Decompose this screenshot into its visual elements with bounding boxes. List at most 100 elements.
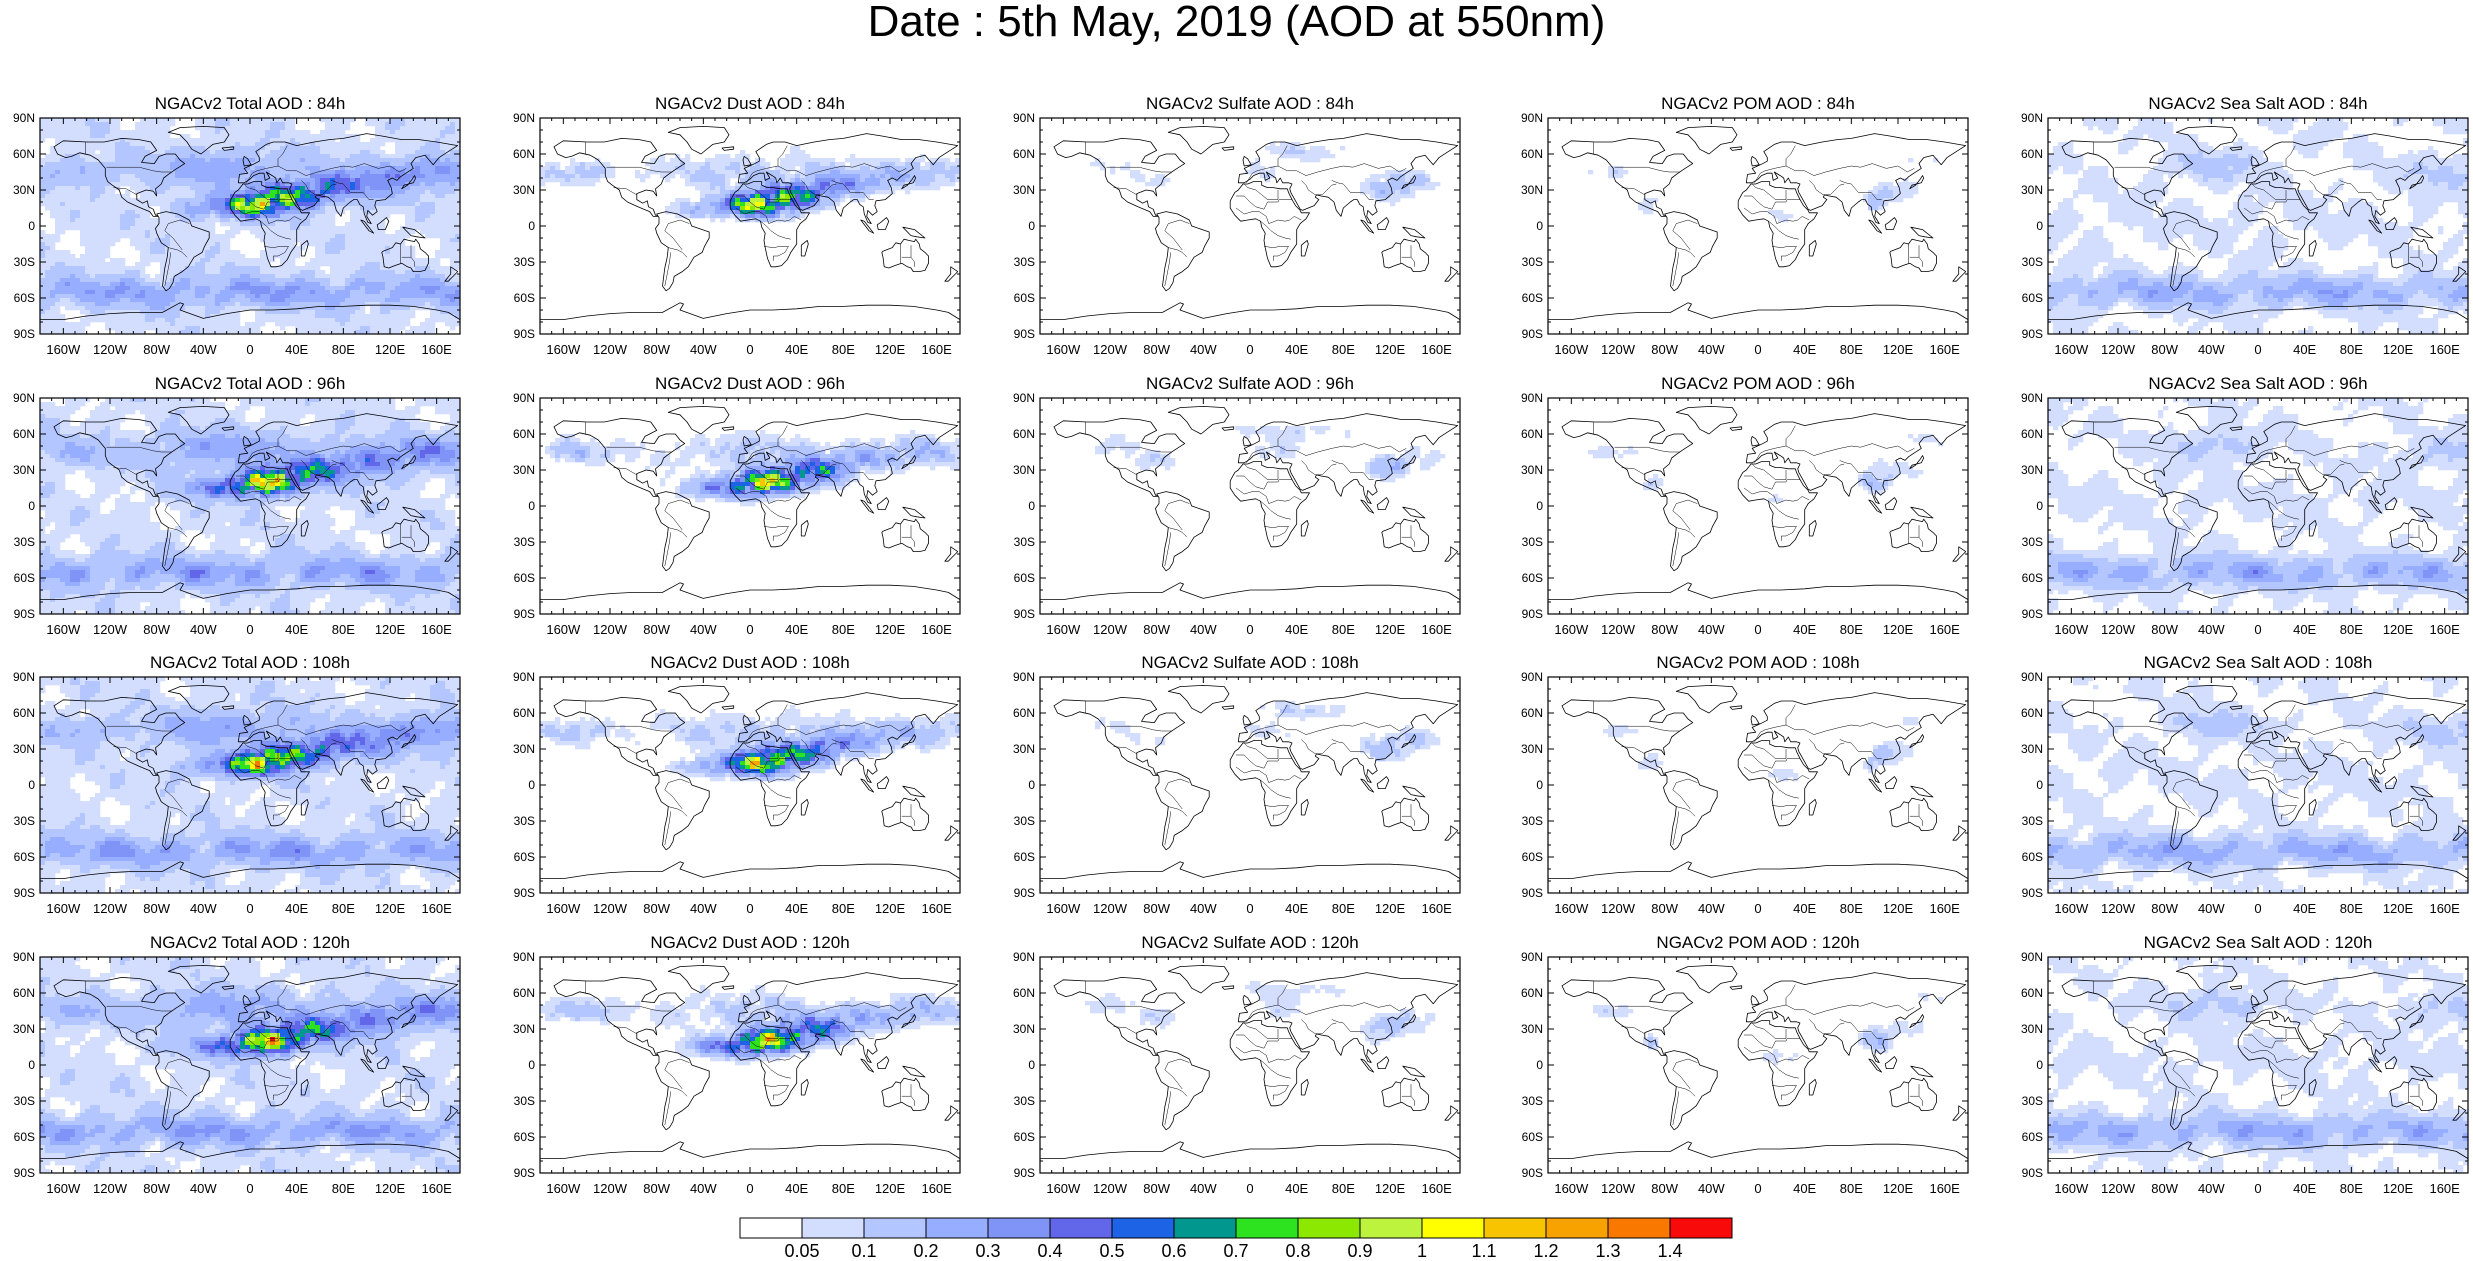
lon-tick-label: 160E: [1421, 342, 1452, 357]
lat-tick-label: 60N: [2021, 147, 2043, 161]
lon-tick-label: 120E: [875, 901, 906, 916]
lat-tick-label: 0: [1028, 1058, 1035, 1072]
lon-tick-label: 160E: [1929, 901, 1960, 916]
lon-tick-label: 0: [2254, 901, 2261, 916]
lon-tick-label: 0: [1754, 342, 1761, 357]
lon-tick-label: 40W: [1190, 901, 1217, 916]
coastlines: [1548, 125, 1969, 321]
lon-tick-label: 80W: [2151, 901, 2178, 916]
lon-tick-label: 160W: [1554, 342, 1589, 357]
lat-tick-label: 60N: [13, 147, 35, 161]
lon-tick-label: 0: [746, 901, 753, 916]
lon-tick-label: 0: [1246, 1181, 1253, 1196]
aod-field: [540, 705, 961, 782]
aod-field: [2048, 957, 2469, 1174]
lon-tick-label: 40W: [190, 622, 217, 637]
lat-tick-label: 0: [1536, 1058, 1543, 1072]
lat-tick-label: 60N: [1013, 986, 1035, 1000]
lon-tick-label: 40E: [285, 622, 308, 637]
colorbar-swatch: [1421, 1217, 1485, 1239]
lon-tick-label: 40E: [1285, 342, 1308, 357]
lat-tick-label: 60N: [13, 427, 35, 441]
lat-tick-label: 0: [1028, 499, 1035, 513]
lon-tick-label: 80W: [143, 901, 170, 916]
lat-tick-label: 60N: [13, 986, 35, 1000]
lon-tick-label: 80E: [1840, 622, 1863, 637]
colorbar-swatch: [801, 1217, 865, 1239]
country-borders: [585, 701, 915, 846]
lon-tick-label: 120W: [593, 1181, 628, 1196]
lat-tick-label: 60N: [1013, 706, 1035, 720]
map-plot: NGACv2 POM AOD : 120h 90N 60N 30N 0 30S 60S 90S…: [1521, 933, 1969, 1196]
country-borders: [1593, 701, 1923, 846]
lat-tick-label: 30N: [513, 1022, 535, 1036]
lon-tick-label: 0: [746, 622, 753, 637]
map-panel-total-0: NGACv2 Total AOD : 84h 90N 60N 30N 0 30S 60S 90…: [13, 94, 461, 357]
map-panel-total-3: NGACv2 Total AOD : 120h 90N 60N 30N 0 30S 60S 9…: [13, 933, 461, 1196]
map-plot: NGACv2 Total AOD : 108h 90N 60N 30N 0 30S 60S 9…: [13, 653, 461, 916]
country-borders: [2093, 422, 2423, 567]
lon-tick-label: 160W: [1046, 901, 1081, 916]
lat-tick-label: 90N: [1521, 670, 1543, 684]
lat-tick-label: 90N: [2021, 670, 2043, 684]
lat-tick-label: 90N: [13, 391, 35, 405]
panel-title: NGACv2 Sulfate AOD : 84h: [1146, 94, 1354, 113]
lat-tick-label: 30N: [1013, 742, 1035, 756]
lon-tick-label: 80W: [1651, 342, 1678, 357]
lat-tick-label: 90S: [14, 886, 35, 900]
lat-tick-label: 90N: [1013, 111, 1035, 125]
map-plot: NGACv2 Sulfate AOD : 96h 90N 60N 30N 0 30S 60S…: [1013, 374, 1461, 637]
coastlines: [40, 125, 461, 321]
panel-title: NGACv2 Total AOD : 96h: [155, 374, 346, 393]
colorbar-swatch: [987, 1217, 1051, 1239]
lon-tick-label: 160W: [46, 901, 81, 916]
lon-tick-label: 160E: [421, 342, 452, 357]
map-plot: NGACv2 Sulfate AOD : 120h 90N 60N 30N 0 30S 60…: [1013, 933, 1461, 1196]
lon-tick-label: 160W: [1554, 1181, 1589, 1196]
lon-tick-label: 40W: [1190, 622, 1217, 637]
lon-tick-label: 120E: [1883, 901, 1914, 916]
lon-tick-label: 160W: [46, 342, 81, 357]
colorbar-label: 0.3: [975, 1241, 1000, 1261]
lon-tick-label: 160E: [421, 1181, 452, 1196]
map-plot: NGACv2 Sulfate AOD : 84h 90N 60N 30N 0 30S 60S…: [1013, 94, 1461, 357]
lon-tick-label: 120W: [2101, 622, 2136, 637]
lat-tick-label: 30S: [2022, 1094, 2043, 1108]
lat-tick-label: 30S: [1522, 255, 1543, 269]
map-plot: NGACv2 POM AOD : 108h 90N 60N 30N 0 30S 60S 90S…: [1521, 653, 1969, 916]
lon-tick-label: 40E: [1285, 622, 1308, 637]
lat-tick-label: 60N: [513, 427, 535, 441]
lon-tick-label: 160E: [1929, 342, 1960, 357]
coastlines: [540, 964, 961, 1160]
lat-tick-label: 0: [2036, 219, 2043, 233]
lat-tick-label: 90S: [2022, 327, 2043, 341]
lat-tick-label: 60N: [1013, 427, 1035, 441]
aod-field: [2048, 118, 2469, 335]
lon-tick-label: 120W: [1093, 622, 1128, 637]
lat-tick-label: 0: [528, 1058, 535, 1072]
lat-tick-label: 60N: [513, 706, 535, 720]
country-borders: [2093, 981, 2423, 1126]
lon-tick-label: 120W: [1093, 1181, 1128, 1196]
coastlines: [1040, 405, 1461, 601]
lat-tick-label: 30N: [2021, 463, 2043, 477]
lon-tick-label: 160W: [46, 622, 81, 637]
colorbar-swatch: [1483, 1217, 1547, 1239]
lon-tick-label: 40W: [1698, 342, 1725, 357]
country-borders: [1593, 981, 1923, 1126]
lon-tick-label: 160E: [2429, 622, 2460, 637]
lon-tick-label: 160W: [1046, 342, 1081, 357]
colorbar-label: 0.8: [1285, 1241, 1310, 1261]
colorbar-label: 0.2: [913, 1241, 938, 1261]
lon-tick-label: 120E: [1883, 622, 1914, 637]
map-plot: NGACv2 Sea Salt AOD : 96h 90N 60N 30N 0 30S 60…: [2021, 374, 2469, 637]
colorbar-label: 1.1: [1471, 1241, 1496, 1261]
map-plot: NGACv2 Total AOD : 120h 90N 60N 30N 0 30S 60S 9…: [13, 933, 461, 1196]
lat-tick-label: 90N: [513, 670, 535, 684]
lat-tick-label: 30S: [1014, 1094, 1035, 1108]
aod-field: [1588, 158, 1939, 223]
panel-title: NGACv2 POM AOD : 108h: [1656, 653, 1859, 672]
lon-tick-label: 120W: [93, 342, 128, 357]
lon-tick-label: 40E: [285, 901, 308, 916]
country-borders: [1085, 701, 1415, 846]
